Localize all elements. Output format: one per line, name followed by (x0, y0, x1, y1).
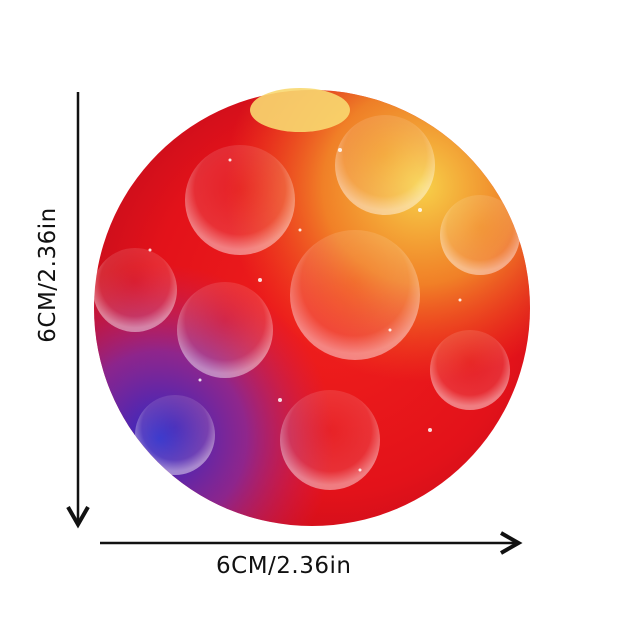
height-label: 6CM/2.36in (35, 207, 61, 343)
sparkles (148, 148, 462, 472)
ball-craters (93, 88, 520, 490)
width-label: 6CM/2.36in (216, 553, 352, 579)
ball (93, 88, 530, 526)
